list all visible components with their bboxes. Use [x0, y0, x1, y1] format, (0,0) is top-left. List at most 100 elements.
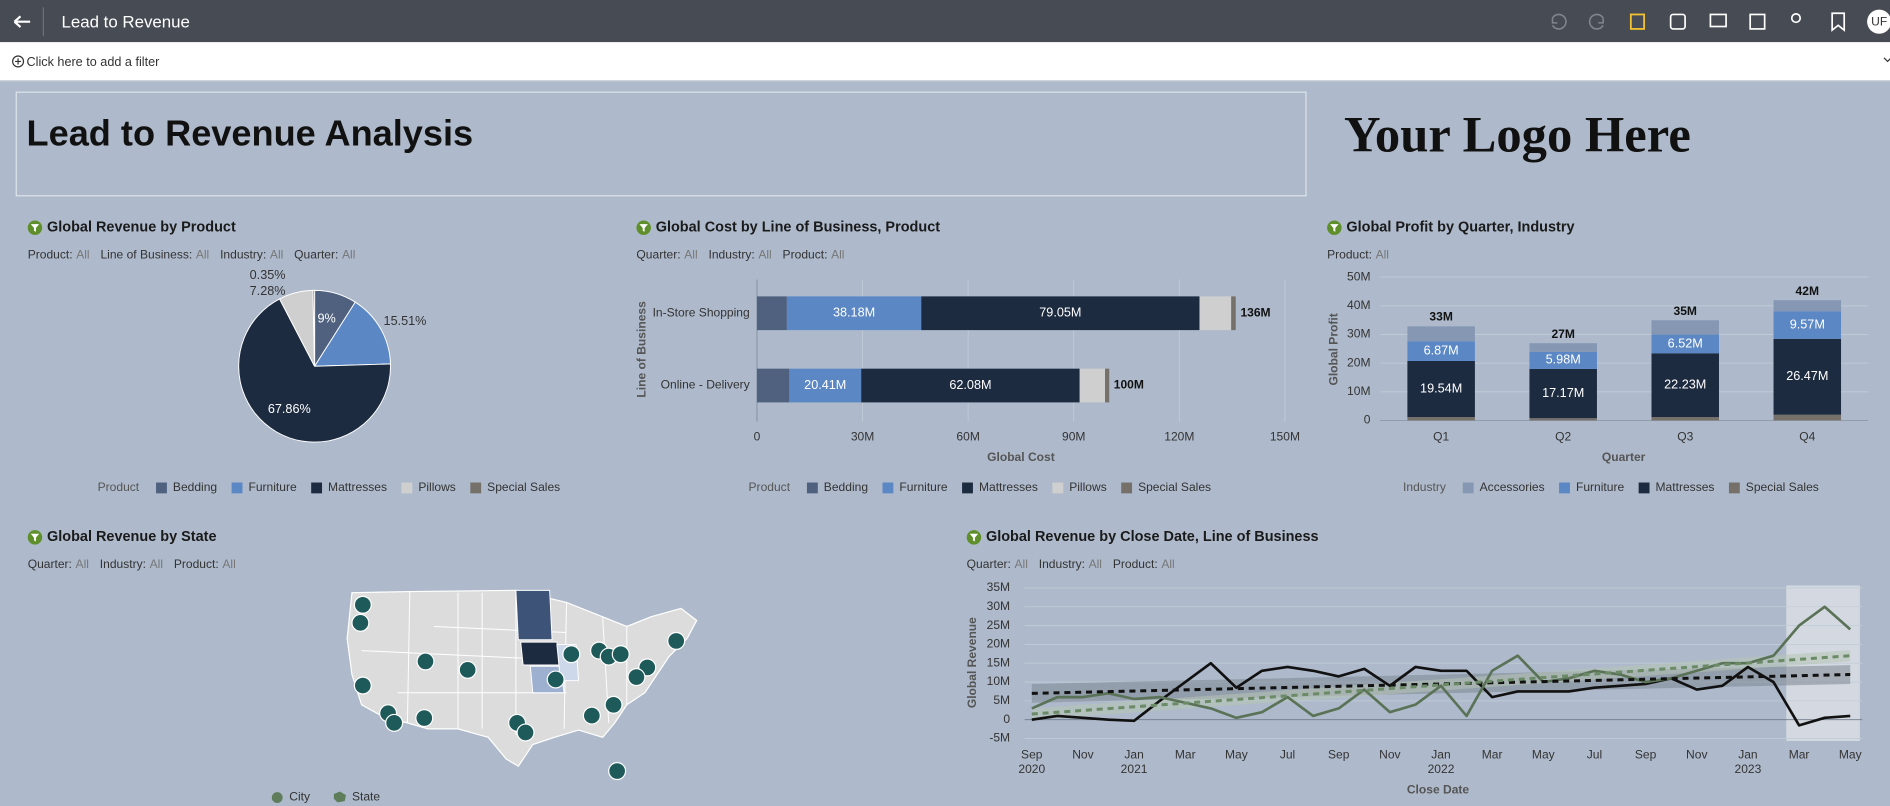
legend-swatch — [1121, 482, 1133, 494]
x-tick-label: Sep — [1635, 748, 1657, 762]
x-tick-label: 120M — [1164, 430, 1194, 444]
bar-segment — [1529, 343, 1597, 352]
filter-value: All — [222, 557, 235, 571]
city-marker — [611, 645, 630, 664]
filter-label: Quarter: — [967, 557, 1011, 571]
pie-slice — [312, 289, 316, 367]
bar-segment — [756, 368, 790, 403]
add-filter-icon[interactable] — [12, 55, 25, 68]
bar-segment — [921, 296, 1200, 331]
x-axis-title: Global Cost — [987, 450, 1055, 464]
x-tick-label: May — [1225, 748, 1248, 762]
x-tick-label: Mar — [1789, 748, 1810, 762]
y-tick-label: 30M — [1347, 327, 1370, 341]
x-tick-label: 150M — [1270, 430, 1300, 444]
x-tick-label: Jan 2021 — [1121, 748, 1148, 776]
legend-swatch — [1638, 482, 1650, 494]
undo-button[interactable] — [1551, 13, 1567, 30]
city-marker — [351, 613, 370, 632]
share-button[interactable] — [1790, 13, 1802, 24]
legend-swatch — [1559, 482, 1570, 494]
y-tick-label: Online - Delivery — [661, 378, 750, 392]
legend-label: State — [352, 790, 380, 804]
filter-label: Quarter: — [636, 248, 680, 262]
legend-label: Mattresses — [979, 480, 1038, 494]
state-shape — [520, 641, 562, 666]
bookmark-button[interactable] — [1831, 12, 1846, 32]
y-tick-label: 0 — [1364, 413, 1371, 427]
bar-segment — [1407, 326, 1475, 342]
filter-value: All — [1089, 557, 1102, 571]
state-shape — [515, 589, 553, 641]
filter-value: All — [342, 248, 355, 262]
total-label: 33M — [1429, 310, 1452, 324]
bar-segment — [1773, 414, 1842, 421]
x-tick-label: Jul — [1587, 748, 1602, 762]
filter-label: Product: — [783, 248, 828, 262]
back-button[interactable] — [13, 15, 31, 28]
legend-swatch — [962, 482, 973, 494]
filter-value: All — [196, 248, 209, 262]
filter-value: All — [684, 248, 697, 262]
add-filter-text[interactable]: Click here to add a filter — [27, 55, 160, 69]
city-marker — [562, 645, 581, 664]
filter-icon-glyph — [969, 533, 979, 542]
legend-swatch — [1728, 482, 1740, 494]
x-tick-label: Sep — [1328, 748, 1350, 762]
filter-value: All — [831, 248, 844, 262]
data-label: 6.87M — [1424, 343, 1459, 357]
filter-label: Industry: — [220, 248, 266, 262]
title-panel — [15, 91, 1307, 197]
legend-label: Special Sales — [1138, 480, 1211, 494]
logo-placeholder: Your Logo Here — [1344, 106, 1691, 162]
filter-value: All — [270, 248, 283, 262]
x-tick-label: 0 — [754, 430, 761, 444]
legend-swatch — [271, 792, 283, 803]
x-tick-label: May — [1532, 748, 1555, 762]
legend-swatch — [806, 482, 818, 494]
filter-label: Product: — [28, 248, 73, 262]
legend-swatch — [1462, 482, 1474, 494]
data-button[interactable] — [1669, 13, 1686, 30]
city-marker — [667, 631, 686, 650]
data-label: 15.51% — [384, 314, 427, 328]
filter-label: Industry: — [709, 248, 755, 262]
legend-label: Bedding — [824, 480, 868, 494]
comment-button[interactable] — [1709, 13, 1727, 28]
legend-title: Product — [749, 480, 791, 494]
city-marker — [416, 652, 435, 671]
bar-segment — [1407, 360, 1475, 418]
user-initials: UF — [1871, 14, 1887, 28]
bar-segment — [1105, 368, 1110, 403]
legend-label: Furniture — [899, 480, 948, 494]
data-label: 79.05M — [1039, 306, 1081, 320]
data-label: 7.28% — [250, 284, 286, 298]
redo-button[interactable] — [1588, 13, 1604, 30]
filter-label: Industry: — [1039, 557, 1085, 571]
filter-label: Industry: — [100, 557, 146, 571]
filter-bar-toggle[interactable] — [1883, 57, 1890, 63]
series-line — [1031, 661, 1851, 727]
edit-button[interactable] — [1629, 13, 1646, 30]
x-tick-label: Jan 2022 — [1428, 748, 1455, 776]
present-button[interactable] — [1749, 13, 1766, 30]
user-avatar[interactable] — [1867, 9, 1890, 34]
data-label: 0.35% — [250, 268, 286, 282]
legend-label: Bedding — [173, 480, 217, 494]
chart-title: Global Profit by Quarter, Industry — [1346, 220, 1574, 236]
x-axis-title: Quarter — [1602, 450, 1646, 464]
filter-label: Product: — [1113, 557, 1158, 571]
filter-value: All — [1161, 557, 1174, 571]
bar-segment — [1199, 296, 1232, 331]
y-tick-label: In-Store Shopping — [653, 305, 750, 319]
y-tick-label: -5M — [989, 731, 1010, 745]
filter-bar[interactable] — [0, 42, 1890, 81]
city-marker — [353, 676, 372, 695]
legend-label: Furniture — [1576, 480, 1625, 494]
legend-swatch — [231, 482, 243, 494]
app-title: Lead to Revenue — [61, 12, 189, 31]
legend-label: Mattresses — [1656, 480, 1715, 494]
x-tick-label: 60M — [956, 430, 979, 444]
x-tick-label: Q3 — [1677, 430, 1693, 444]
total-label: 100M — [1114, 378, 1144, 392]
